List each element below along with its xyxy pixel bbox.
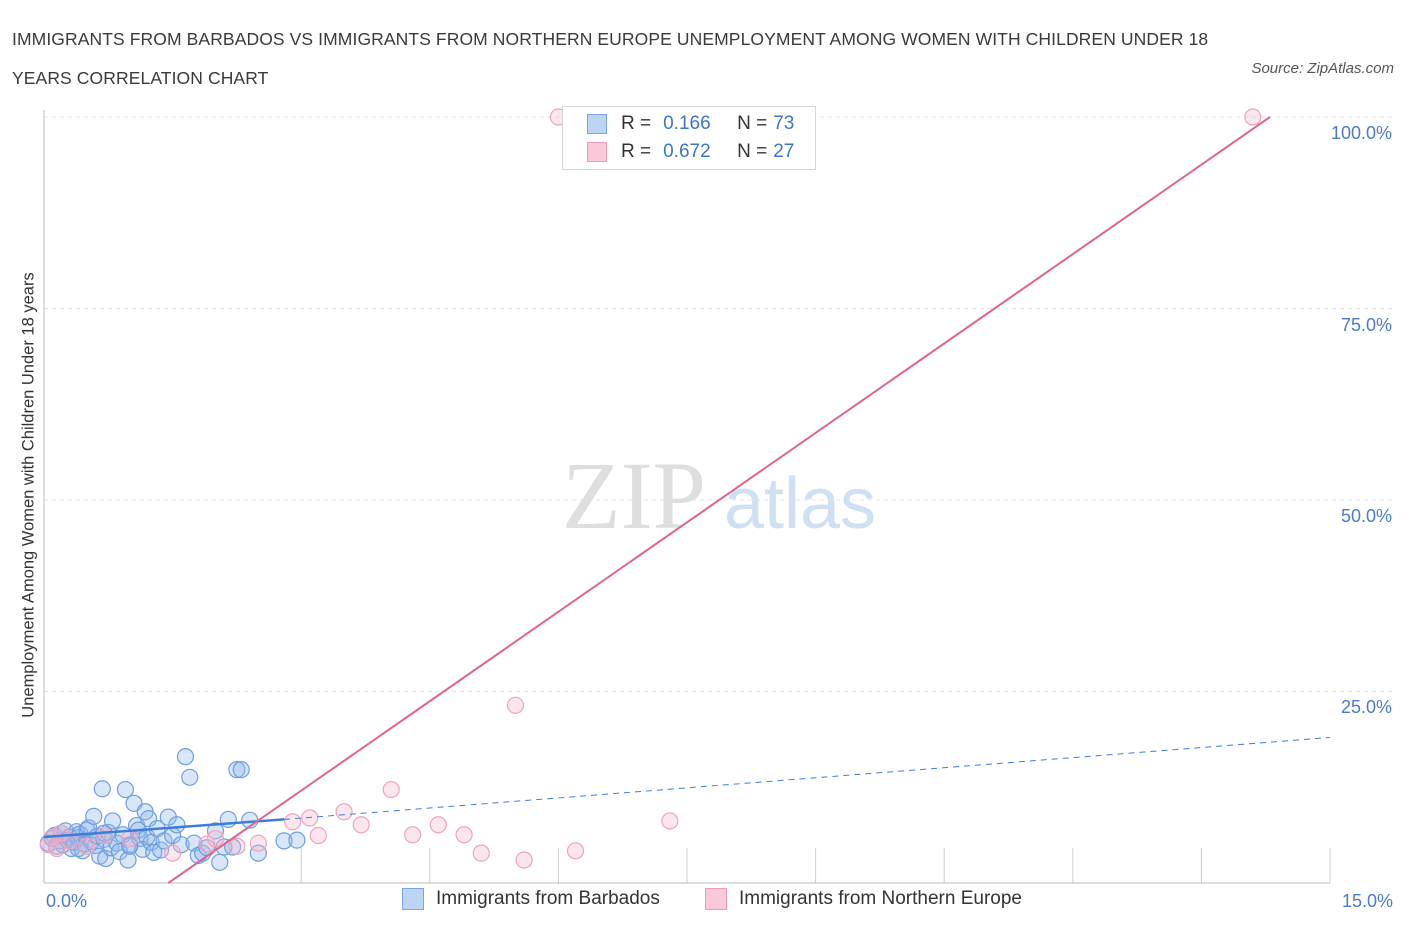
legend-row-northern-europe: R = 0.672 N = 27 bbox=[587, 138, 794, 166]
northern-europe-point bbox=[335, 803, 353, 821]
barbados-legend-label: Immigrants from Barbados bbox=[436, 888, 660, 909]
x-tick-label: 0.0% bbox=[46, 891, 87, 911]
barbados-trend-line bbox=[43, 818, 285, 839]
northern-europe-point bbox=[566, 842, 585, 860]
northern-europe-point bbox=[309, 826, 327, 845]
barbados-point bbox=[232, 761, 250, 779]
northern-europe-point bbox=[164, 844, 182, 862]
northern-europe-point bbox=[429, 816, 447, 834]
watermark: ZIP atlas bbox=[562, 442, 876, 549]
watermark-atlas: atlas bbox=[724, 464, 876, 544]
barbados-point bbox=[228, 761, 246, 779]
barbados-point bbox=[168, 816, 186, 834]
northern-europe-point bbox=[249, 834, 267, 852]
barbados-trend-extension bbox=[284, 736, 1331, 820]
northern-europe-point bbox=[228, 837, 246, 855]
northern-europe-point bbox=[661, 812, 679, 830]
northern-europe-point bbox=[506, 696, 525, 714]
northern-europe-legend-swatch bbox=[705, 888, 727, 910]
northern-europe-swatch bbox=[587, 142, 607, 162]
barbados-legend-swatch bbox=[402, 888, 424, 910]
northern-europe-point bbox=[206, 829, 225, 848]
barbados-point bbox=[181, 768, 199, 786]
y-tick-label: 50.0% bbox=[1341, 506, 1392, 526]
northern-europe-point bbox=[472, 844, 490, 862]
trend-lines bbox=[43, 116, 1331, 884]
barbados-r-value: 0.166 bbox=[663, 113, 711, 134]
northern-europe-point bbox=[382, 780, 400, 799]
northern-europe-point bbox=[61, 832, 79, 850]
northern-europe-point bbox=[95, 826, 113, 845]
y-tick-label: 100.0% bbox=[1331, 123, 1392, 143]
northern-europe-legend-label: Immigrants from Northern Europe bbox=[739, 888, 1022, 909]
source-label: Source: ZipAtlas.com bbox=[1251, 60, 1394, 77]
barbados-point bbox=[116, 780, 135, 799]
northern-europe-r-value: 0.672 bbox=[663, 141, 711, 162]
northern-europe-point bbox=[284, 813, 302, 831]
northern-europe-n-value: 27 bbox=[773, 141, 795, 162]
northern-europe-point bbox=[1244, 108, 1262, 126]
legend-row-barbados: R = 0.166 N = 73 bbox=[587, 110, 794, 138]
barbados-point bbox=[211, 853, 229, 871]
barbados-point bbox=[249, 844, 267, 862]
axes bbox=[43, 110, 1330, 884]
stats-legend: R = 0.166 N = 73 R = 0.672 N = 27 bbox=[562, 106, 816, 170]
series-legend-northern-europe: Immigrants from Northern Europe bbox=[705, 888, 1022, 910]
northern-europe-point bbox=[121, 829, 139, 848]
legend-r-label: R = bbox=[621, 113, 652, 134]
series-legend-barbados: Immigrants from Barbados bbox=[402, 888, 660, 910]
watermark-zip: ZIP bbox=[562, 442, 706, 549]
barbados-point bbox=[288, 831, 306, 849]
northern-europe-point bbox=[198, 835, 216, 853]
barbados-point bbox=[85, 807, 103, 825]
tick-labels: 100.0% 75.0% 50.0% 25.0% 0.0% 15.0% bbox=[46, 123, 1393, 911]
legend-n-label: N = bbox=[737, 113, 768, 134]
barbados-point bbox=[97, 849, 115, 868]
barbados-point bbox=[176, 748, 195, 766]
barbados-point bbox=[155, 832, 173, 850]
legend-r-label: R = bbox=[621, 141, 652, 162]
barbados-point bbox=[145, 843, 163, 861]
northern-europe-point bbox=[352, 816, 370, 834]
northern-europe-point bbox=[455, 826, 473, 844]
northern-europe-point bbox=[78, 837, 96, 855]
northern-europe-point bbox=[404, 826, 422, 844]
data-points bbox=[39, 108, 1262, 871]
barbados-point bbox=[275, 832, 293, 850]
barbados-point bbox=[103, 812, 122, 830]
barbados-n-value: 73 bbox=[773, 113, 795, 134]
barbados-point bbox=[93, 780, 111, 798]
x-tick-label: 15.0% bbox=[1342, 891, 1393, 911]
y-tick-label: 25.0% bbox=[1341, 697, 1392, 717]
northern-europe-point bbox=[515, 851, 533, 869]
barbados-swatch bbox=[587, 114, 607, 134]
northern-europe-trend-line bbox=[167, 116, 1271, 884]
legend-n-label: N = bbox=[737, 141, 768, 162]
chart-title: IMMIGRANTS FROM BARBADOS VS IMMIGRANTS F… bbox=[12, 29, 1209, 88]
y-tick-label: 75.0% bbox=[1341, 315, 1392, 335]
